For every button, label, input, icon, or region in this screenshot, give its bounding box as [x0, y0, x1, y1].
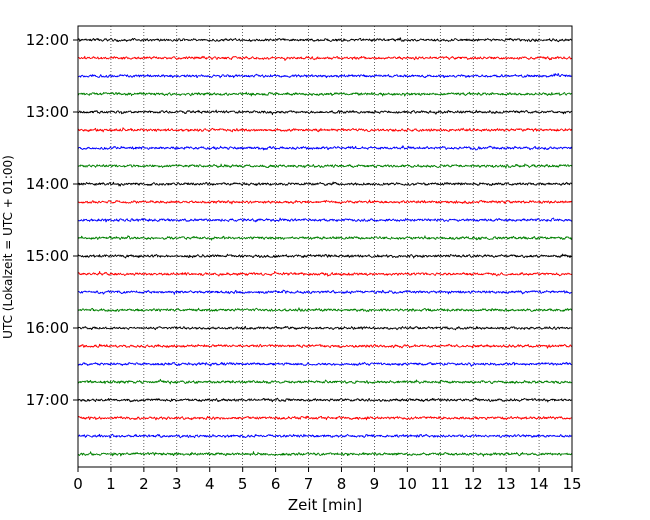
seismogram-trace-1445	[77, 235, 573, 241]
seismogram-trace-1245	[77, 91, 572, 97]
x-tick-label: 13	[497, 475, 516, 493]
seismogram-trace-1615	[77, 343, 572, 349]
y-tick-label: 14:00	[26, 175, 69, 193]
seismogram-trace-1700	[77, 397, 572, 403]
seismogram-trace-1630	[77, 361, 572, 367]
x-tick-label: 6	[271, 475, 281, 493]
x-tick-label: 11	[431, 475, 450, 493]
y-tick-label: 17:00	[26, 391, 69, 409]
seismogram-trace-1215	[77, 55, 572, 61]
seismogram-trace-1430	[77, 217, 572, 223]
x-tick-label: 4	[205, 475, 215, 493]
seismogram-trace-1415	[77, 199, 573, 205]
x-tick-label: 1	[106, 475, 116, 493]
x-tick-label: 5	[238, 475, 248, 493]
x-axis-ticks: 0 1 2 3 4 5 6 7 8 9 10 11 12 13 14 15	[73, 467, 582, 493]
seismogram-trace-1330	[77, 145, 573, 151]
x-tick-label: 8	[337, 475, 347, 493]
x-tick-label: 0	[73, 475, 83, 493]
x-tick-label: 2	[139, 475, 149, 493]
seismogram-trace-1200	[77, 37, 572, 43]
seismogram-trace-1515	[77, 270, 572, 277]
plot-frame	[77, 25, 573, 468]
x-tick-label: 10	[398, 475, 417, 493]
y-axis-label: UTC (Lokalzeit = UTC + 01:00)	[1, 155, 15, 339]
seismogram-trace-1645	[77, 378, 572, 385]
x-tick-label: 12	[464, 475, 483, 493]
x-tick-label: 7	[304, 475, 314, 493]
x-tick-label: 14	[530, 475, 549, 493]
seismogram-trace-1500	[77, 253, 572, 259]
seismogram-trace-1400	[77, 181, 573, 187]
y-tick-label: 16:00	[26, 319, 69, 337]
seismogram-trace-1745	[77, 451, 573, 457]
seismogram-trace-1730	[77, 433, 572, 439]
seismogram-trace-1715	[77, 415, 572, 421]
seismogram-trace-1315	[77, 127, 573, 133]
x-tick-label: 15	[562, 475, 581, 493]
seismogram-trace-1230	[77, 72, 572, 79]
x-tick-label: 3	[172, 475, 182, 493]
y-tick-label: 15:00	[26, 247, 69, 265]
seismogram-trace-1300	[77, 109, 572, 116]
y-tick-label: 12:00	[26, 31, 69, 49]
seismogram-trace-1345	[77, 163, 573, 169]
seismogram-trace-1530	[77, 289, 572, 295]
y-tick-label: 13:00	[26, 103, 69, 121]
x-tick-label: 9	[370, 475, 380, 493]
trace-layer	[77, 37, 573, 457]
seismogram-trace-1545	[77, 307, 573, 313]
y-axis-ticks: 12:00 13:00 14:00 15:00 16:00 17:00	[26, 31, 78, 409]
seismogram-trace-1600	[77, 325, 572, 331]
x-axis-label: Zeit [min]	[288, 496, 362, 514]
